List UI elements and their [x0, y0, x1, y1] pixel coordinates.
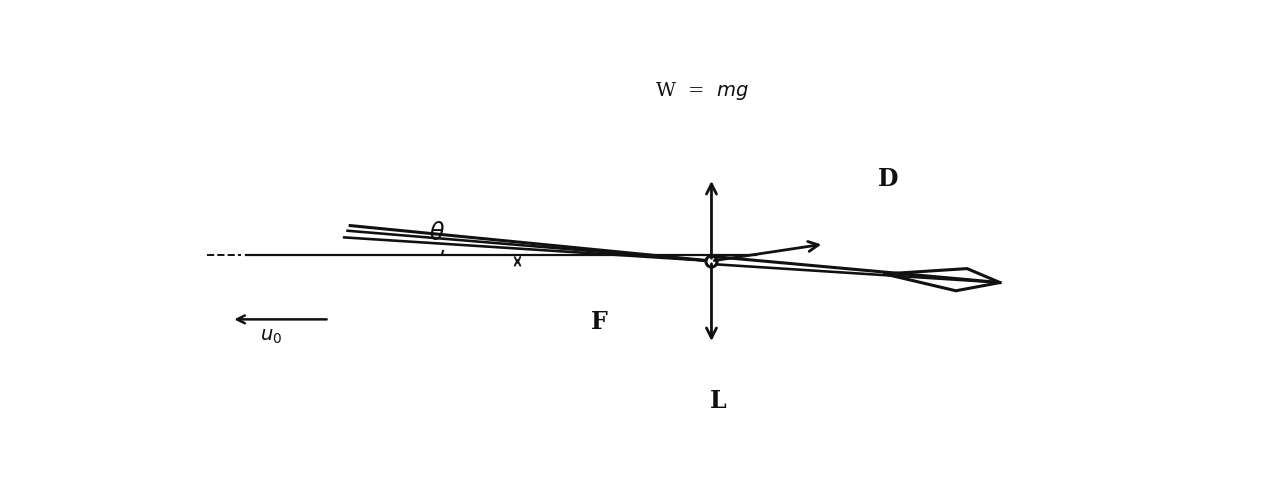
Text: L: L [710, 388, 727, 412]
Text: $\theta$: $\theta$ [430, 222, 445, 245]
Text: F: F [590, 309, 607, 334]
Text: $u_0$: $u_0$ [259, 327, 282, 346]
Text: W  =  $mg$: W = $mg$ [655, 80, 748, 102]
Text: D: D [877, 167, 897, 191]
